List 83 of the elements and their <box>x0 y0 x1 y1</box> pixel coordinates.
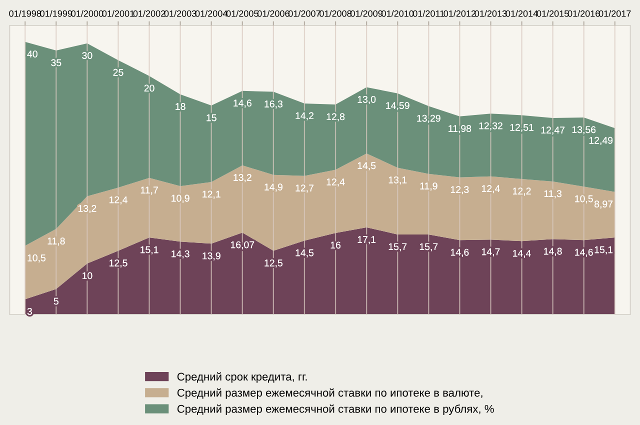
data-label: 25 <box>113 68 124 76</box>
x-tick-label: 01/2001 <box>102 10 134 17</box>
data-label: 14,5 <box>296 249 314 258</box>
x-tick-label: 01/2003 <box>164 10 196 17</box>
x-tick-label: 01/2017 <box>598 10 631 17</box>
data-label: 12,7 <box>296 184 314 193</box>
data-label: 10 <box>82 272 92 280</box>
data-label: 17,1 <box>358 236 376 244</box>
x-tick-label: 01/2016 <box>568 10 600 17</box>
data-label: 12,2 <box>513 188 531 196</box>
data-label: 11,3 <box>544 190 562 198</box>
x-tick-label: 01/2013 <box>474 10 507 17</box>
data-label: 14,5 <box>358 162 376 170</box>
x-tick-label: 01/2002 <box>133 10 166 17</box>
x-tick-label: 01/2004 <box>195 10 228 17</box>
data-label: 16,3 <box>264 100 282 109</box>
data-label: 12,5 <box>264 260 282 268</box>
data-label: 30 <box>82 52 92 59</box>
data-label: 15,1 <box>140 246 158 254</box>
data-label: 15 <box>206 114 216 122</box>
x-tick-label: 01/2007 <box>288 10 320 17</box>
x-tick-label: 01/2014 <box>506 10 538 17</box>
x-tick-label: 01/2011 <box>413 10 444 17</box>
data-label: 13,56 <box>572 126 596 134</box>
x-tick-label: 01/2015 <box>536 10 569 17</box>
data-label: 18 <box>176 103 186 110</box>
legend-label: Средний срок кредита, гг. <box>177 372 307 383</box>
data-label: 12,4 <box>482 185 500 194</box>
data-label: 10,5 <box>28 254 46 262</box>
data-label: 14,7 <box>482 248 500 256</box>
data-label: 14,2 <box>296 112 314 120</box>
data-label: 14,9 <box>264 184 282 192</box>
x-tick-label: 01/2010 <box>382 10 414 17</box>
data-label: 14,59 <box>386 102 410 110</box>
data-label: 15,1 <box>594 246 613 254</box>
data-label: 14,4 <box>513 250 531 258</box>
data-label: 12,3 <box>450 186 469 194</box>
data-label: 5 <box>54 298 58 305</box>
x-tick-label: 01/2000 <box>71 10 104 17</box>
data-label: 12,4 <box>326 178 345 187</box>
data-label: 14,6 <box>234 100 252 108</box>
data-label: 11,7 <box>140 186 158 195</box>
data-label: 16 <box>330 242 340 249</box>
data-label: 20 <box>144 84 154 92</box>
data-label: 11,9 <box>420 182 438 191</box>
x-tick-label: 01/2012 <box>444 10 476 17</box>
data-label: 40 <box>27 50 38 58</box>
data-label: 8,97 <box>594 200 613 209</box>
x-tick-label: 01/1999 <box>40 10 72 17</box>
data-label: 12,47 <box>541 126 564 135</box>
data-label: 11,98 <box>448 125 472 134</box>
data-label: 12,1 <box>202 190 220 199</box>
data-label: 16,07 <box>230 241 254 250</box>
data-label: 14,6 <box>450 248 469 257</box>
data-label: 10,9 <box>172 194 190 203</box>
data-label: 11,8 <box>48 238 65 246</box>
data-label: 14,3 <box>172 250 190 258</box>
x-tick-label: 01/2006 <box>257 10 290 17</box>
data-label: 13,9 <box>202 252 220 260</box>
data-label: 13,1 <box>388 176 407 184</box>
data-label: 12,49 <box>589 136 613 145</box>
data-label: 14,8 <box>544 248 562 256</box>
data-label: 15,7 <box>420 243 438 252</box>
data-label: 12,8 <box>326 113 345 122</box>
x-tick-label: 01/1998 <box>9 10 42 17</box>
data-label: 10,5 <box>575 195 593 204</box>
data-label: 12,4 <box>110 196 128 204</box>
data-label: 3 <box>27 308 32 315</box>
data-label: 35 <box>51 59 62 66</box>
data-label: 13,0 <box>358 96 376 104</box>
data-label: 12,5 <box>110 260 128 268</box>
x-tick-label: 01/2008 <box>320 10 352 17</box>
legend-label: Средний размер ежемесячной ставки по ипотеке в рублях, % <box>177 404 494 415</box>
data-label: 12,51 <box>510 124 534 132</box>
data-label: 13,29 <box>417 114 440 123</box>
data-label: 13,2 <box>78 205 96 214</box>
x-tick-label: 01/2009 <box>350 10 382 17</box>
legend-label: Средний размер ежемесячной ставки по ипотеке в валюте, <box>177 388 482 399</box>
data-label: 13,2 <box>234 174 252 182</box>
data-label: 15,7 <box>388 243 407 252</box>
data-label: 14,6 <box>575 248 593 257</box>
x-tick-label: 01/2005 <box>226 10 258 17</box>
data-label: 12,32 <box>479 122 502 130</box>
